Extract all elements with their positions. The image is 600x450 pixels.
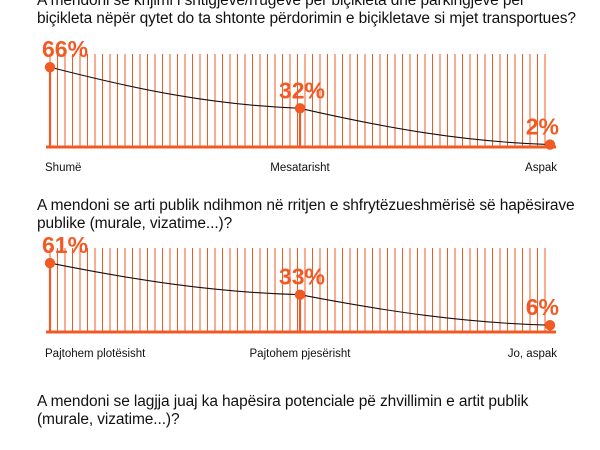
category-label: Mesatarisht <box>270 162 330 174</box>
data-label: 61% <box>42 232 88 258</box>
chart-2: 61% Pajtohem plotësisht 33% Pajtohem pjesër… <box>42 232 559 360</box>
grid-ticks <box>49 54 546 147</box>
data-point <box>44 257 56 269</box>
data-point <box>294 103 306 114</box>
category-label: Jo, aspak <box>508 348 557 360</box>
question-3: A mendoni se lagjja juaj ka hapësira pot… <box>37 393 529 428</box>
question-2: A mendoni se arti publik ndihmon në rrit… <box>37 197 575 232</box>
data-point <box>544 320 556 331</box>
data-point <box>44 61 56 73</box>
data-label: 33% <box>279 264 325 290</box>
data-label: 66% <box>42 36 88 62</box>
data-label: 32% <box>279 77 325 103</box>
data-point <box>294 289 306 300</box>
data-point <box>544 139 556 150</box>
data-label: 6% <box>526 294 559 320</box>
category-label: Pajtohem plotësisht <box>45 348 146 360</box>
data-label: 2% <box>526 114 559 140</box>
category-label: Aspak <box>525 162 557 174</box>
category-label: Shumë <box>45 162 81 174</box>
category-label: Pajtohem pjesërisht <box>250 348 352 360</box>
chart-1: 66% Shumë 32% Mesatarisht 2% Aspak <box>42 36 559 174</box>
question-1: A mendoni se krijimi i shtigjeve/rrugëve… <box>37 0 576 27</box>
grid-ticks <box>49 248 546 332</box>
